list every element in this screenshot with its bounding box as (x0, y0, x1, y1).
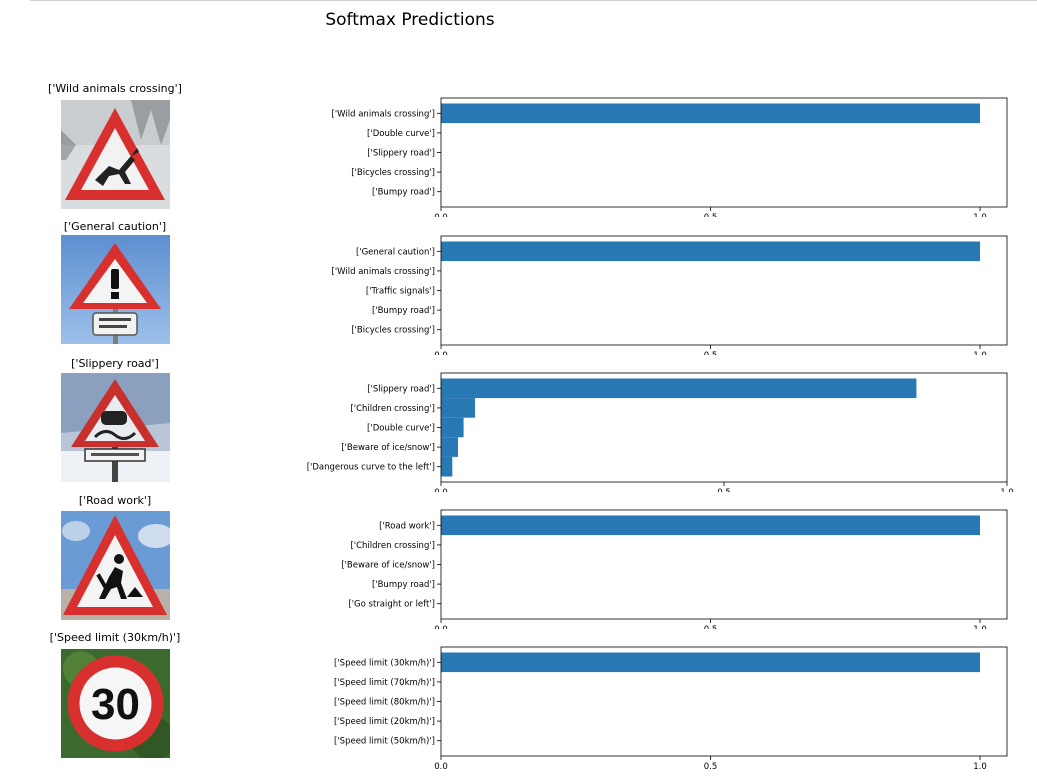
sign-image-title: ['Speed limit (30km/h)'] (49, 631, 181, 644)
y-tick-label: ['Dangerous curve to the left'] (307, 463, 435, 473)
x-tick-label: 0.5 (704, 213, 718, 217)
x-tick-label: 0.5 (704, 762, 718, 772)
speed-limit-30-sign-image: 30 (61, 649, 170, 758)
y-tick-label: ['Go straight or left'] (348, 600, 435, 610)
x-tick-label: 1.0 (973, 762, 987, 772)
probability-bar (441, 417, 464, 438)
general-caution-sign-image (61, 235, 170, 344)
plot-frame (440, 646, 1008, 757)
sign-image-title: ['General caution'] (63, 220, 167, 233)
y-tick-label: ['Beware of ice/snow'] (341, 443, 435, 453)
prediction-chart: ['Slippery road'] ['Children crossing'] ['… (307, 372, 1014, 492)
probability-bar (441, 398, 475, 418)
x-tick-label: 0.5 (704, 351, 718, 355)
prediction-chart: ['Road work'] ['Children crossing'] ['Bewa… (341, 509, 1008, 629)
x-tick-label: 0.5 (704, 625, 718, 629)
y-tick-label: ['Bumpy road'] (372, 580, 435, 590)
y-tick-label: ['Slippery road'] (367, 384, 435, 394)
y-tick-label: ['Speed limit (50km/h)'] (334, 737, 435, 747)
sign-image-title: ['Road work'] (78, 494, 152, 507)
probability-bar (441, 103, 980, 124)
prediction-chart: ['Wild animals crossing'] ['Double curve'… (332, 97, 1008, 217)
prediction-chart: ['Speed limit (30km/h)'] ['Speed limit (7… (334, 646, 1008, 772)
prediction-chart: ['General caution'] ['Wild animals crossi… (332, 235, 1008, 355)
svg-text:30: 30 (91, 680, 140, 729)
probability-bar (441, 437, 458, 457)
y-tick-label: ['Children crossing'] (350, 541, 435, 551)
y-tick-label: ['Slippery road'] (367, 149, 435, 159)
y-tick-label: ['Beware of ice/snow'] (341, 561, 435, 571)
y-tick-label: ['Bicycles crossing'] (351, 168, 435, 178)
x-tick-label: 0.0 (434, 351, 448, 355)
probability-bar (441, 652, 980, 673)
sign-image-title: ['Slippery road'] (71, 357, 159, 370)
x-tick-label: 0.0 (434, 488, 448, 492)
x-tick-label: 1.0 (1000, 488, 1014, 492)
y-tick-label: ['Double curve'] (367, 424, 435, 434)
y-tick-label: ['Traffic signals'] (366, 287, 435, 297)
y-tick-label: ['Speed limit (70km/h)'] (334, 678, 435, 688)
x-tick-label: 0.0 (434, 213, 448, 217)
prediction-row: ['Road work'] ['Road work'] ['Children cr… (0, 494, 1037, 629)
x-tick-label: 1.0 (973, 625, 987, 629)
probability-bar (441, 378, 917, 399)
probability-bar (441, 456, 453, 477)
prediction-row: ['Wild animals crossing'] ['Wild animals… (0, 82, 1037, 217)
y-tick-label: ['Children crossing'] (350, 404, 435, 414)
y-tick-label: ['Double curve'] (367, 129, 435, 139)
probability-bar (441, 241, 980, 262)
x-tick-label: 0.0 (434, 625, 448, 629)
y-tick-label: ['Speed limit (20km/h)'] (334, 717, 435, 727)
x-tick-label: 1.0 (973, 213, 987, 217)
notebook-output-divider (30, 0, 1037, 1)
y-tick-label: ['Wild animals crossing'] (332, 109, 435, 119)
y-tick-label: ['Bumpy road'] (372, 306, 435, 316)
y-tick-label: ['Speed limit (30km/h)'] (334, 658, 435, 668)
road-work-sign-image (61, 511, 170, 620)
prediction-row: ['General caution'] ['General caution'][… (0, 220, 1037, 355)
figure-title: Softmax Predictions (325, 10, 495, 30)
y-tick-label: ['Road work'] (379, 521, 435, 531)
plot-frame (440, 235, 1008, 346)
y-tick-label: ['Bumpy road'] (372, 188, 435, 198)
x-tick-label: 0.0 (434, 762, 448, 772)
y-tick-label: ['General caution'] (356, 247, 435, 257)
prediction-row: ['Slippery road'] ['Slippery road'] ['Chi… (0, 357, 1037, 492)
slippery-road-sign-image (61, 373, 170, 482)
prediction-row: ['Speed limit (30km/h)'] 30 ['Speed limi… (0, 631, 1037, 779)
y-tick-label: ['Wild animals crossing'] (332, 267, 435, 277)
plot-frame (440, 509, 1008, 620)
sign-image-title: ['Wild animals crossing'] (48, 82, 182, 95)
y-tick-label: ['Bicycles crossing'] (351, 326, 435, 336)
wild-animals-crossing-sign-image (61, 100, 170, 209)
x-tick-label: 0.5 (717, 488, 731, 492)
probability-bar (441, 515, 980, 536)
x-tick-label: 1.0 (973, 351, 987, 355)
plot-frame (440, 97, 1008, 208)
y-tick-label: ['Speed limit (80km/h)'] (334, 698, 435, 708)
